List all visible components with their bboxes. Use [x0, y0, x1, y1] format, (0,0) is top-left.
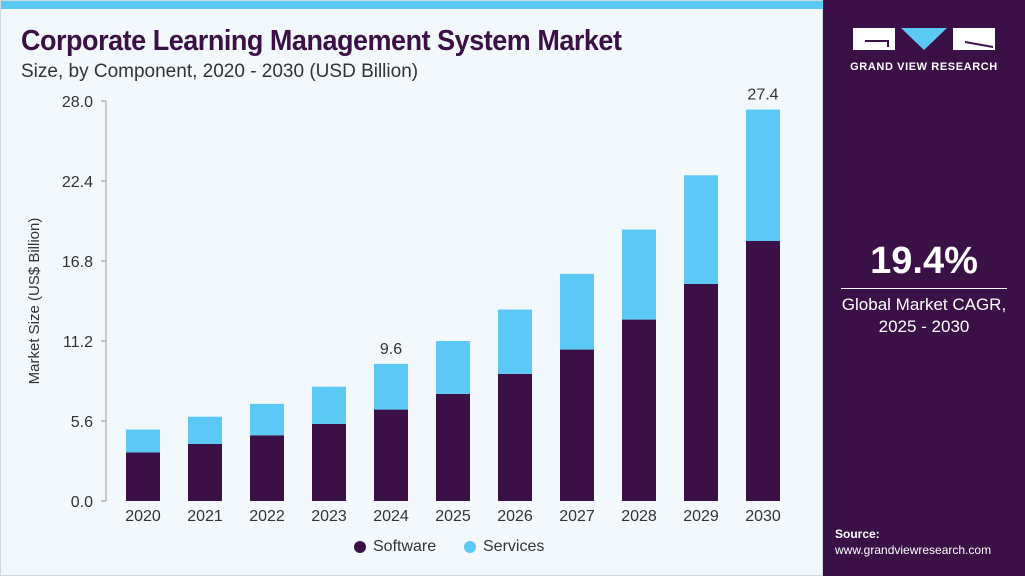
- bar-software-2023: [312, 423, 346, 501]
- chart-title: Corporate Learning Management System Mar…: [21, 25, 622, 57]
- bar-services-2028: [622, 229, 656, 320]
- bar-software-2030: [746, 241, 780, 501]
- y-tick-label: 16.8: [62, 254, 93, 271]
- cagr-label-line1: Global Market CAGR,: [841, 295, 1007, 314]
- y-axis-title: Market Size (US$ Billion): [26, 218, 43, 385]
- bar-services-2024: [374, 363, 408, 410]
- x-tick-label: 2028: [621, 508, 657, 525]
- bar-software-2021: [188, 443, 222, 501]
- chart-panel: Corporate Learning Management System Mar…: [0, 0, 824, 576]
- y-tick-label: 0.0: [71, 494, 93, 511]
- bar-software-2024: [374, 409, 408, 501]
- legend-services-swatch: [464, 541, 476, 553]
- x-tick-label: 2024: [373, 508, 409, 525]
- bar-software-2020: [126, 452, 160, 501]
- bar-services-2026: [498, 309, 532, 374]
- bar-software-2022: [250, 435, 284, 501]
- chart-subtitle: Size, by Component, 2020 - 2030 (USD Bil…: [21, 61, 419, 82]
- x-tick-label: 2020: [125, 508, 161, 525]
- bar-software-2025: [436, 393, 470, 501]
- y-tick-label: 22.4: [62, 174, 93, 191]
- y-tick-label: 11.2: [63, 334, 93, 351]
- x-tick-label: 2027: [559, 508, 595, 525]
- data-label-2024: 9.6: [380, 341, 402, 358]
- bar-services-2023: [312, 386, 346, 424]
- legend-software: Software: [354, 538, 436, 556]
- bar-services-2021: [188, 416, 222, 444]
- bar-software-2029: [684, 283, 718, 501]
- bar-software-2026: [498, 373, 532, 501]
- bar-services-2020: [126, 429, 160, 453]
- x-tick-label: 2030: [745, 508, 781, 525]
- bar-software-2027: [560, 349, 594, 501]
- data-label-2030: 27.4: [747, 87, 778, 104]
- accent-bar: [1, 1, 824, 9]
- legend-software-swatch: [354, 541, 366, 553]
- bar-services-2030: [746, 109, 780, 241]
- source-url[interactable]: www.grandviewresearch.com: [835, 543, 992, 557]
- x-tick-label: 2022: [249, 508, 285, 525]
- bar-services-2022: [250, 403, 284, 436]
- bar-services-2029: [684, 175, 718, 284]
- y-tick-label: 5.6: [71, 414, 93, 431]
- divider: [841, 288, 1007, 289]
- legend-services: Services: [464, 538, 544, 556]
- cagr-label: Global Market CAGR, 2025 - 2030: [823, 294, 1025, 338]
- x-tick-label: 2021: [187, 508, 223, 525]
- logo-text: GRAND VIEW RESEARCH: [850, 61, 998, 73]
- cagr-label-line2: 2025 - 2030: [878, 317, 970, 336]
- x-tick-label: 2029: [683, 508, 719, 525]
- bar-services-2025: [436, 341, 470, 394]
- x-tick-label: 2023: [311, 508, 347, 525]
- bar-services-2027: [560, 273, 594, 350]
- y-tick-label: 28.0: [62, 94, 93, 111]
- x-tick-label: 2026: [497, 508, 533, 525]
- legend-label: Software: [373, 538, 437, 555]
- cagr-value: 19.4%: [870, 240, 978, 282]
- legend-label: Services: [483, 538, 545, 555]
- bar-chart: 0.0 5.6 11.2 16.8 22.4 28.0 Market Size (US$ B…: [26, 87, 781, 525]
- bar-software-2028: [622, 319, 656, 501]
- grand-view-research-logo: [853, 28, 995, 50]
- sidebar: GRAND VIEW RESEARCH 19.4% Global Market …: [823, 0, 1025, 576]
- source-label: Source:: [835, 527, 880, 541]
- x-tick-label: 2025: [435, 508, 471, 525]
